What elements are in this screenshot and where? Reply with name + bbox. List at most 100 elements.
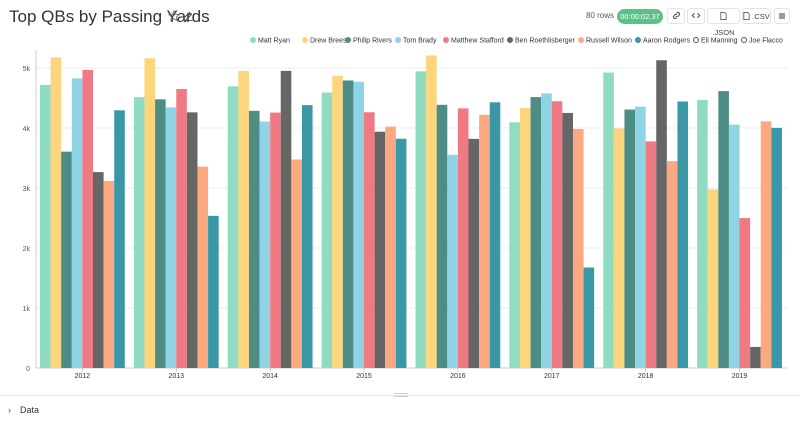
bar <box>718 91 729 368</box>
legend-item[interactable]: Ben Roethlisberger <box>507 37 575 45</box>
x-tick-label: 2019 <box>732 373 748 380</box>
bar <box>186 112 198 368</box>
bar <box>697 100 708 368</box>
legend-label: Philip Rivers <box>353 37 392 45</box>
row-count: 80 rows <box>586 11 615 20</box>
legend-swatch <box>741 37 747 43</box>
export-json-button[interactable]: .JSON <box>707 8 740 37</box>
bar <box>551 101 563 369</box>
bar <box>176 89 187 368</box>
copy-link-button[interactable] <box>667 8 685 24</box>
menu-icon <box>779 13 785 19</box>
legend-swatch <box>635 37 641 43</box>
legend-item[interactable]: Joe Flacco <box>741 37 783 45</box>
bar <box>656 60 667 368</box>
bar-chart: 0 1k 2k 3k 4k 5k 2012 2013 2014 2015 2016 2017 2018 2… <box>23 50 787 380</box>
bar <box>208 215 219 368</box>
bar <box>771 127 782 368</box>
bar <box>227 86 239 369</box>
y-tick-label: 5k <box>23 66 31 73</box>
bar <box>93 172 104 368</box>
bar <box>50 57 62 368</box>
legend-item[interactable]: Matt Ryan <box>250 37 290 45</box>
legend-item[interactable]: Philip Rivers <box>345 37 392 45</box>
legend-swatch <box>507 37 513 43</box>
page-title: Top QBs by Passing Yards <box>9 7 210 26</box>
x-tick-label: 2015 <box>356 373 372 380</box>
bar <box>750 346 761 368</box>
legend-swatch <box>578 37 584 43</box>
x-tick-label: 2014 <box>262 373 278 380</box>
legend-label: Ben Roethlisberger <box>515 37 575 45</box>
legend-label: Matthew Stafford <box>451 37 504 45</box>
legend-label: Tom Brady <box>403 37 437 45</box>
bar <box>624 109 636 368</box>
legend-label: Joe Flacco <box>749 37 783 45</box>
bar <box>103 180 115 368</box>
legend-swatch <box>302 37 308 43</box>
link-icon <box>672 11 680 20</box>
more-options-button[interactable] <box>774 8 790 24</box>
bar <box>395 138 407 368</box>
bar <box>562 112 573 368</box>
legend-item[interactable]: Aaron Rodgers <box>635 37 690 45</box>
file-icon <box>720 11 727 21</box>
chevron-right-icon: › <box>8 405 11 415</box>
legend-item[interactable]: Matthew Stafford <box>443 37 504 45</box>
bar <box>321 92 333 368</box>
bar <box>259 121 271 369</box>
csv-label: .CSV <box>752 12 770 21</box>
y-tick-label: 4k <box>23 126 31 133</box>
x-tick-label: 2016 <box>450 373 466 380</box>
bar <box>436 104 448 368</box>
bar <box>374 131 386 368</box>
legend-item[interactable]: Eli Manning <box>693 37 738 45</box>
query-timer: 00:00:02.37 <box>617 9 663 24</box>
y-tick-label: 2k <box>23 246 31 253</box>
file-icon <box>743 11 750 21</box>
bar <box>489 102 501 368</box>
bar <box>519 107 531 369</box>
bar <box>270 112 281 368</box>
code-icon <box>691 12 701 19</box>
x-tick-label: 2018 <box>638 373 654 380</box>
legend-item[interactable]: Tom Brady <box>395 37 436 45</box>
export-csv-button[interactable]: .CSV <box>742 8 771 24</box>
y-tick-label: 1k <box>23 306 31 313</box>
x-tick-label: 2012 <box>75 373 91 380</box>
bar <box>301 105 313 368</box>
bar <box>645 141 657 368</box>
bar <box>248 110 260 368</box>
star-icon[interactable] <box>167 9 182 23</box>
data-section-toggle[interactable]: › Data <box>0 400 800 420</box>
legend-label: Matt Ryan <box>258 37 290 45</box>
data-section-label: Data <box>20 405 40 415</box>
bar <box>415 71 427 369</box>
bar <box>677 101 689 369</box>
bar <box>760 121 772 369</box>
bar <box>635 106 646 368</box>
legend-item[interactable]: Drew Brees <box>302 37 347 45</box>
chart-legend: Matt Ryan Drew Brees Philip Rivers Tom Brad… <box>0 34 800 50</box>
bar <box>426 55 437 369</box>
legend-label: Eli Manning <box>701 37 738 45</box>
json-label: .JSON <box>712 28 735 37</box>
bar <box>40 84 51 369</box>
bar <box>613 128 625 368</box>
edit-icon[interactable] <box>182 9 196 23</box>
bar <box>666 161 678 368</box>
bar <box>728 124 740 368</box>
legend-item[interactable]: Russell Wilson <box>578 37 632 45</box>
legend-label: Aaron Rodgers <box>643 37 691 45</box>
bar <box>572 129 584 368</box>
bar <box>353 81 365 369</box>
bar <box>541 93 552 368</box>
bar <box>280 70 292 368</box>
bar <box>530 97 542 368</box>
bar <box>603 72 614 368</box>
embed-code-button[interactable] <box>687 8 705 24</box>
bar <box>468 138 480 368</box>
bar <box>457 108 469 368</box>
resize-handle[interactable] <box>394 393 408 397</box>
bar <box>509 122 520 368</box>
